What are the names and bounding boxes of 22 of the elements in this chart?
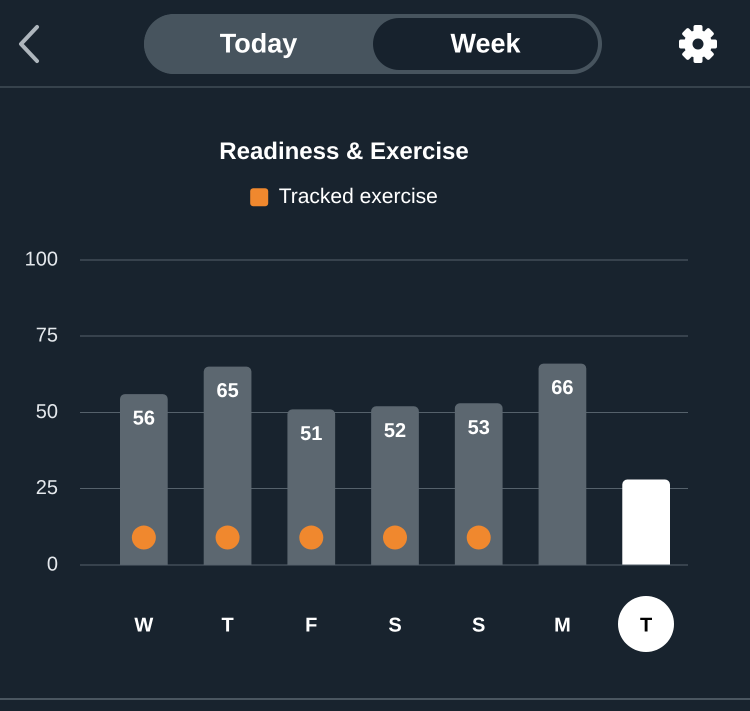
data-label: 65 [216,380,239,402]
bar [622,480,670,564]
x-tick-label: T [640,614,652,637]
data-label: 56 [132,408,155,430]
tab: Week [373,18,598,70]
x-tick-label: S [472,614,486,637]
y-tick-label: 100 [24,248,58,270]
y-tick-label: 0 [46,554,58,576]
y-tick-label: 75 [36,324,58,347]
y-tick-label: 50 [36,400,58,423]
data-label: 52 [384,420,406,442]
data-label: 53 [468,416,490,439]
x-tick-label: M [554,614,571,637]
x-tick-label: W [134,614,154,637]
data-label: 51 [300,422,322,445]
x-tick-label: S [388,614,402,637]
chart-title: Readiness & Exercise [219,138,469,166]
data-label: 66 [551,377,574,400]
y-tick-label: 25 [36,477,58,500]
x-tick-label: T [221,614,234,637]
x-tick-label: F [305,614,318,637]
legend-label: Tracked exercise [278,185,438,208]
